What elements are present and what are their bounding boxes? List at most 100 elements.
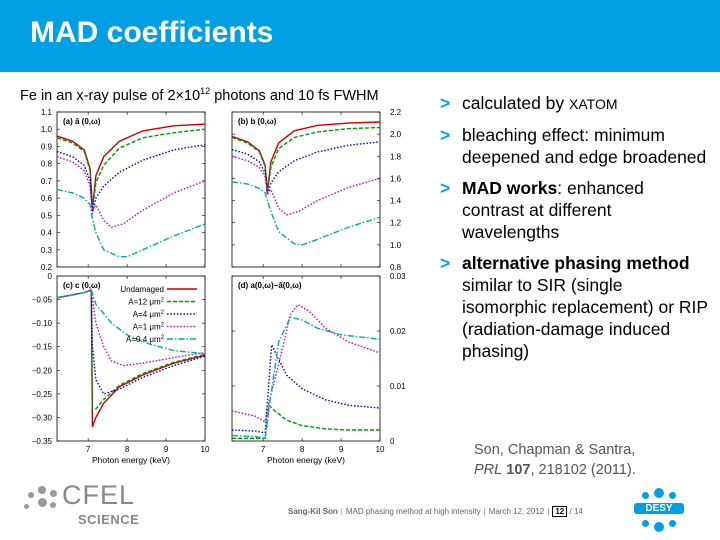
y-tick-label: −0.20 (32, 366, 53, 375)
plot-frame (232, 276, 380, 441)
y-tick-label: 0.8 (390, 263, 402, 272)
reference-rest: , 218102 (2011). (530, 462, 635, 478)
bullet-marker: > (440, 92, 450, 114)
figure-title-post: photons and 10 fs FWHM (210, 88, 378, 104)
y-tick-label: 1.4 (390, 197, 402, 206)
bullet-marker: > (440, 177, 450, 199)
desy-dot-icon (669, 492, 676, 499)
cfel-wordmark: CFEL (62, 480, 135, 511)
x-tick-label: 9 (164, 445, 169, 454)
figure-title-sup: 12 (200, 86, 210, 96)
y-tick-label: −0.30 (32, 413, 53, 422)
cfel-science: SCIENCE (78, 512, 139, 527)
xatom-name: XATOM (569, 96, 618, 112)
y-tick-label: 0.02 (390, 327, 406, 336)
y-tick-label: 1.0 (41, 125, 53, 134)
desy-dot-icon (654, 522, 664, 532)
y-tick-label: −0.15 (32, 343, 53, 352)
panel-label: (b) b (0,ω) (238, 117, 277, 126)
cfel-dot-icon (24, 504, 29, 509)
y-tick-label: 0.03 (390, 272, 406, 281)
chart-panel-3: 0 −0.05 −0.10 −0.15 −0.20 −0.25 −0.30 −0.35 7 8 9 1… (32, 272, 210, 465)
y-tick-label: −0.10 (32, 319, 53, 328)
panel-label: (c) c (0,ω) (63, 281, 101, 290)
cfel-dot-icon (38, 486, 46, 494)
plot-frame (57, 112, 205, 267)
cfel-dot-icon (50, 502, 56, 508)
reference-volume: 107 (506, 462, 530, 478)
reference-journal: PRL (474, 462, 502, 478)
y-tick-label: 0.01 (390, 382, 406, 391)
bullet-bold: MAD works (462, 178, 557, 198)
x-axis-label: Photon energy (keV) (267, 455, 345, 465)
bullet-phasing: > alternative phasing method similar to S… (440, 252, 710, 362)
y-tick-label: 0.3 (41, 246, 53, 255)
footer-date: March 12, 2012 (489, 507, 545, 516)
footer-total: / 14 (570, 507, 583, 516)
desy-dot-icon (669, 520, 676, 527)
y-tick-label: 2.0 (390, 130, 402, 139)
footer: Sang-Kil Son | MAD phasing method at high … (288, 506, 583, 517)
y-tick-label: 2.2 (390, 108, 402, 117)
bullet-marker: > (440, 252, 450, 274)
x-tick-label: 10 (201, 445, 210, 454)
y-tick-label: 0.9 (41, 142, 53, 151)
legend-label: A=1 μm2 (133, 323, 165, 332)
bullet-text: bleaching effect: minimum deepened and e… (462, 125, 706, 167)
y-tick-label: 0.5 (41, 211, 53, 220)
y-tick-label: 1.0 (390, 241, 402, 250)
footer-page: 12 (552, 506, 567, 517)
title-bar: MAD coefficients (0, 0, 720, 72)
chart-panel-1: 1.1 1.0 0.9 0.8 0.7 0.6 0.5 0.4 0.3 0.2 (a) ā (0,ω… (41, 108, 205, 272)
x-tick-label: 7 (86, 445, 91, 454)
y-tick-label: 0.6 (41, 194, 53, 203)
reference-authors: Son, Chapman & Santra, (474, 442, 635, 458)
reference: Son, Chapman & Santra, PRL 107, 218102 (… (474, 440, 636, 480)
cfel-dot-icon (28, 492, 34, 498)
y-tick-label: −0.35 (32, 437, 53, 446)
figure-title: Fe in an x-ray pulse of 2×1012 photons a… (20, 86, 379, 104)
panel-label: (d) a(0,ω)−ā(0,ω) (238, 281, 302, 290)
bullet-text: similar to SIR (single isomorphic replac… (462, 275, 708, 361)
y-tick-label: −0.05 (32, 296, 53, 305)
y-tick-label: 0 (48, 272, 53, 281)
footer-talk: MAD phasing method at high intensity (346, 507, 481, 516)
bullet-xatom: > calculated by XATOM (440, 92, 710, 115)
bullet-bleaching: > bleaching effect: minimum deepened and … (440, 124, 710, 168)
y-tick-label: 0.2 (41, 263, 53, 272)
figure-title-pre: Fe in an x-ray pulse of 2×10 (20, 88, 200, 104)
chart-panel-2: 2.2 2.0 1.8 1.6 1.4 1.2 1.0 0.8 (b) b (0,ω) (232, 108, 402, 272)
cfel-logo: CFEL SCIENCE (20, 478, 140, 534)
y-tick-label: 0 (390, 437, 395, 446)
x-axis-label: Photon energy (keV) (92, 455, 170, 465)
desy-logo: DESY (634, 486, 684, 536)
footer-author: Sang-Kil Son (288, 507, 338, 516)
y-tick-label: 1.8 (390, 152, 402, 161)
bullet-bold: alternative phasing method (462, 253, 690, 273)
y-tick-label: 1.1 (41, 108, 53, 117)
legend-label: A=0.4 μm2 (126, 335, 165, 344)
legend-label: Undamaged (120, 285, 164, 294)
chart-panel-4: 0.03 0.02 0.01 0 7 8 9 10 Photon energy (keV) (d)… (232, 272, 406, 465)
x-tick-label: 8 (300, 445, 305, 454)
panel-label: (a) ā (0,ω) (63, 117, 101, 126)
x-tick-label: 9 (339, 445, 344, 454)
desy-dot-icon (642, 520, 649, 527)
slide-title: MAD coefficients (30, 16, 273, 50)
x-tick-label: 7 (261, 445, 266, 454)
y-tick-label: 0.7 (41, 177, 53, 186)
x-tick-label: 10 (376, 445, 385, 454)
bullet-text: calculated by (462, 93, 569, 113)
y-tick-label: 0.4 (41, 229, 53, 238)
y-tick-label: 0.8 (41, 160, 53, 169)
desy-dot-icon (654, 488, 664, 498)
y-tick-label: −0.25 (32, 390, 53, 399)
legend-label: A=4 μm2 (133, 310, 165, 319)
y-tick-label: 1.2 (390, 219, 402, 228)
legend-label: A=12 μm2 (128, 298, 164, 307)
mad-charts: 1.1 1.0 0.9 0.8 0.7 0.6 0.5 0.4 0.3 0.2 (a) ā (0,ω… (0, 104, 420, 476)
cfel-dot-icon (50, 490, 57, 497)
cfel-dot-icon (38, 498, 47, 507)
desy-dot-icon (642, 492, 649, 499)
bullet-mad-works: > MAD works: enhanced contrast at differe… (440, 177, 710, 243)
